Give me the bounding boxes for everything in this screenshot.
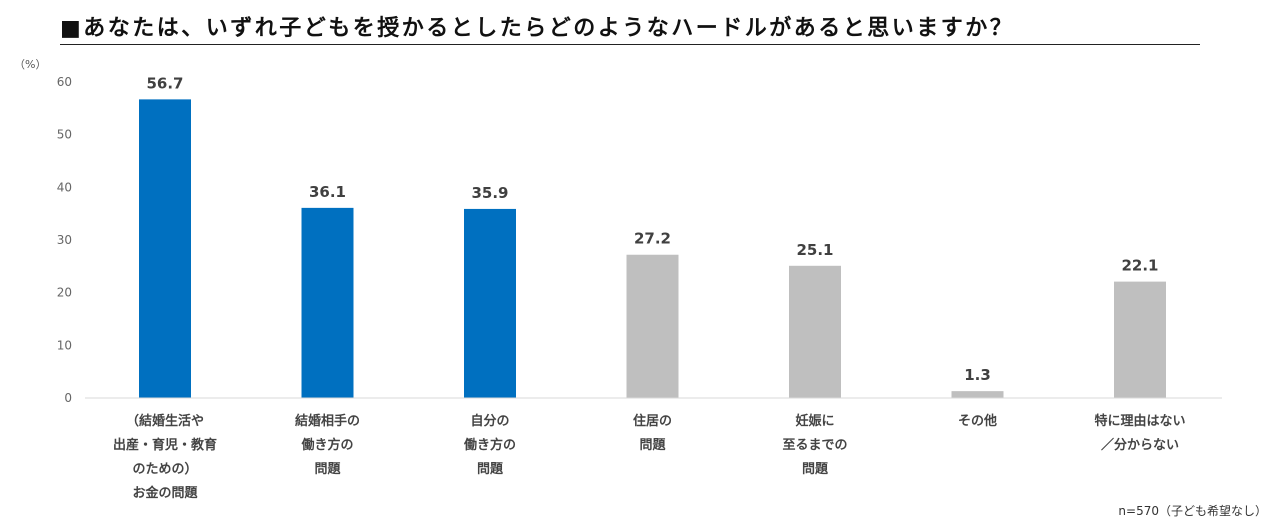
data-label: 22.1	[1121, 257, 1158, 275]
bar	[301, 207, 354, 398]
data-label: 25.1	[796, 241, 833, 259]
category-label: （結婚生活や出産・育児・教育のための）お金の問題	[113, 413, 217, 501]
category-label: その他	[958, 413, 997, 429]
bar	[139, 99, 191, 398]
y-tick-label: 20	[57, 286, 72, 300]
y-axis-ticks: 0 10 20 30 40 50 60	[57, 75, 72, 405]
y-tick-label: 10	[57, 338, 72, 352]
bar-series	[139, 99, 1166, 398]
category-label: 結婚相手の働き方の問題	[295, 413, 360, 477]
category-labels: （結婚生活や出産・育児・教育のための）お金の問題 結婚相手の働き方の問題 自分の働き…	[113, 413, 1186, 501]
sample-size-note: n=570（子ども希望なし）	[1118, 504, 1267, 518]
data-labels: 56.7 36.1 35.9 27.2 25.1 1.3 22.1	[146, 74, 1158, 384]
bar	[464, 208, 516, 398]
data-label: 35.9	[471, 184, 508, 202]
bar	[789, 265, 841, 398]
data-label: 36.1	[309, 183, 346, 201]
category-label: 自分の働き方の問題	[463, 413, 516, 477]
y-tick-label: 0	[64, 391, 72, 405]
chart-title: ■あなたは、いずれ子どもを授かるとしたらどのようなハードルがあると思いますか？	[60, 16, 1015, 41]
title-underline	[60, 44, 1200, 45]
y-tick-label: 30	[57, 233, 72, 247]
y-tick-label: 60	[57, 75, 72, 89]
data-label: 27.2	[634, 230, 671, 248]
bar	[626, 254, 679, 398]
y-tick-label: 50	[57, 128, 72, 142]
y-axis-unit-label: （%）	[14, 58, 47, 71]
y-tick-label: 40	[57, 180, 72, 194]
category-label: 特に理由はない／分からない	[1094, 413, 1185, 453]
data-label: 1.3	[964, 366, 991, 384]
data-label: 56.7	[146, 74, 183, 92]
category-label: 妊娠に至るまでの問題	[782, 413, 847, 477]
bar	[951, 391, 1004, 398]
bar	[1114, 281, 1166, 398]
category-label: 住居の問題	[633, 413, 672, 453]
